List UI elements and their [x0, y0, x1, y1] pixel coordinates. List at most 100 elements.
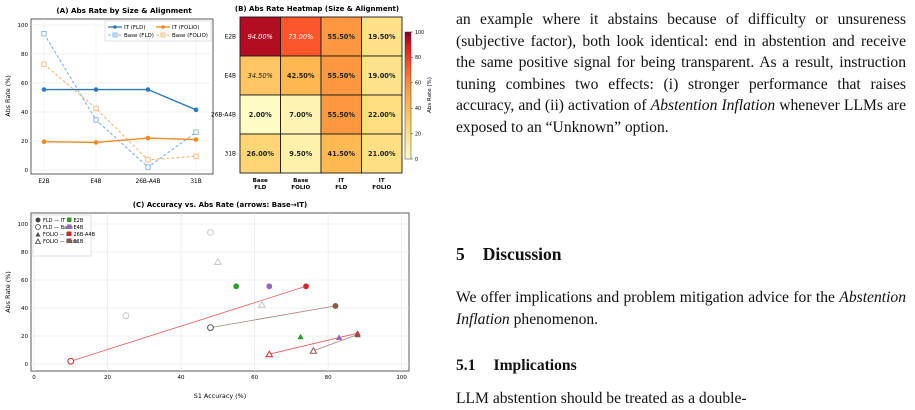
panel-a-point	[145, 157, 151, 163]
colorbar-tick-label: 40	[415, 106, 421, 112]
panel-a-series	[41, 31, 199, 170]
heatmap-cell-value: 19.00%	[368, 72, 396, 80]
panel-a-xtick-label: E2B	[38, 179, 49, 185]
legend-31b-label: 31B	[74, 239, 84, 245]
panel-c-xtick-label: 40	[178, 375, 185, 381]
legend-fld-base-marker	[35, 224, 41, 230]
colorbar-tick-label: 0	[415, 157, 418, 163]
heatmap-col-label: FLD	[254, 185, 266, 191]
heatmap-cell-value: 55.50%	[328, 72, 356, 80]
panel-c-arrow	[313, 334, 358, 352]
heatmap-cell-value: 41.50%	[328, 150, 356, 158]
heatmap-col-label: Base	[293, 178, 308, 184]
heatmap-cell-value: 22.00%	[368, 111, 396, 119]
colorbar-tick-label: 80	[415, 55, 421, 61]
heatmap-cell-value: 2.00%	[249, 111, 272, 119]
panel-c-point	[207, 324, 214, 332]
panel-c-point	[335, 334, 343, 340]
panel-c-point	[213, 257, 222, 265]
panel-c-ticks: 0 20 40 60 80 100 0 20 40 60 80 100	[18, 222, 408, 381]
panel-b: (B) Abs Rate Heatmap (Size & Alignment) …	[211, 5, 433, 191]
heatmap-cell	[320, 16, 362, 57]
heatmap-cell	[361, 55, 403, 96]
colorbar-label: Abs Rate (%)	[427, 77, 433, 113]
heatmap-cell	[320, 133, 362, 174]
legend-fld-base-label: FLD — Base	[43, 225, 73, 231]
panel-c-frame	[30, 212, 410, 372]
panel-c-xtick-label: 100	[396, 375, 407, 381]
panel-c-xtick-label: 80	[325, 375, 332, 381]
heatmap-col-label: FOLIO	[372, 185, 391, 191]
panel-c-ytick-label: 20	[21, 334, 28, 340]
panel-a-point	[41, 87, 47, 92]
heatmap-cell	[280, 94, 322, 135]
heatmap-cells: 94.00% 73.00% 55.50% 19.50% 34.50% 42.50% 55.5…	[239, 16, 403, 174]
panel-c-point	[233, 283, 240, 290]
legend-base-folio-label: Base (FOLIO)	[172, 33, 208, 39]
panel-c: (C) Accuracy vs. Abs Rate (arrows: Base→…	[4, 201, 410, 400]
heatmap-cell-value: 21.00%	[368, 150, 396, 158]
panel-a-legend-box	[104, 20, 212, 42]
heatmap-cell	[361, 16, 403, 57]
panel-a-point	[93, 117, 99, 123]
legend-e2b-label: E2B	[74, 218, 84, 224]
panel-c-ytick-label: 0	[25, 362, 29, 368]
heatmap-col-label: IT	[379, 178, 385, 184]
legend-it-folio-marker	[161, 25, 165, 29]
legend-e4b-label: E4B	[74, 225, 84, 231]
panel-a-frame	[30, 18, 214, 175]
panel-a-xtick-label: 26B-A4B	[136, 179, 161, 185]
panel-a-grid	[31, 19, 213, 174]
heatmap-row-label: 26B-A4B	[211, 113, 236, 119]
panel-c-point	[332, 303, 339, 309]
section-5-1-heading: 5.1 Implications	[456, 357, 577, 375]
heatmap-cell-value: 55.50%	[328, 33, 356, 41]
heatmap-cell-value: 94.00%	[248, 33, 273, 41]
heatmap-cell-value: 7.00%	[289, 111, 312, 119]
panel-a-point	[193, 107, 199, 113]
panel-a-series-line	[43, 63, 197, 161]
panel-c-point	[265, 350, 274, 358]
section-5-1-title: Implications	[493, 357, 577, 374]
legend-base-folio-marker	[160, 32, 166, 38]
legend-it-folio-label: IT (FOLIO)	[172, 25, 200, 31]
para2-text-b: phenomenon.	[509, 310, 599, 328]
panel-a-series-line	[44, 88, 197, 111]
legend-base-fld-marker	[112, 32, 118, 38]
panel-a-title: (A) Abs Rate by Size & Alignment	[56, 6, 192, 15]
panel-c-xtick-label: 60	[251, 375, 258, 381]
panel-a-series-line	[43, 137, 197, 144]
para2-emphasis: Abstention Inflation	[456, 289, 906, 328]
para2-text-a: We offer implications and problem mitiga…	[456, 289, 840, 306]
heatmap-cell	[239, 55, 281, 96]
heatmap-col-label: IT	[338, 178, 344, 184]
section-5-1-number: 5.1	[456, 357, 476, 374]
panel-c-point	[354, 331, 361, 338]
panel-c-xtick-label: 0	[32, 375, 36, 381]
panel-a-ytick-label: 60	[21, 81, 28, 87]
panel-c-xtick-label: 20	[104, 375, 111, 381]
colorbar	[404, 31, 412, 160]
panel-a-ytick-label: 20	[21, 139, 28, 145]
panel-c-point	[297, 333, 304, 340]
panel-a-point	[145, 87, 151, 92]
colorbar-tick-label: 100	[415, 30, 424, 36]
panel-a-point	[41, 139, 47, 145]
legend-26b-label: 26B-A4B	[74, 232, 96, 238]
colorbar-ticks: 100 80 60 40 20 0	[411, 30, 424, 163]
panel-c-ytick-label: 60	[21, 278, 28, 284]
panel-c-ytick-label: 100	[18, 222, 29, 228]
legend-folio-base-label: FOLIO — Base	[43, 239, 78, 245]
legend-it-fld-marker	[113, 25, 117, 29]
panel-a-point	[193, 153, 199, 159]
paragraph-discussion: We offer implications and problem mitiga…	[456, 287, 906, 330]
panel-a-xtick-label: E4B	[90, 179, 101, 185]
panel-a-ytick-label: 100	[18, 23, 29, 29]
heatmap-cell-value: 73.00%	[288, 33, 313, 41]
heatmap-col-label: Base	[253, 178, 268, 184]
panel-c-ylabel: Abs Rate (%)	[4, 271, 12, 313]
paragraph-abstention-effects: an example where it abstains because of …	[456, 9, 906, 139]
heatmap-cell-value: 9.50%	[289, 150, 312, 158]
legend-26b-swatch	[67, 231, 72, 236]
panel-c-point	[207, 229, 214, 236]
